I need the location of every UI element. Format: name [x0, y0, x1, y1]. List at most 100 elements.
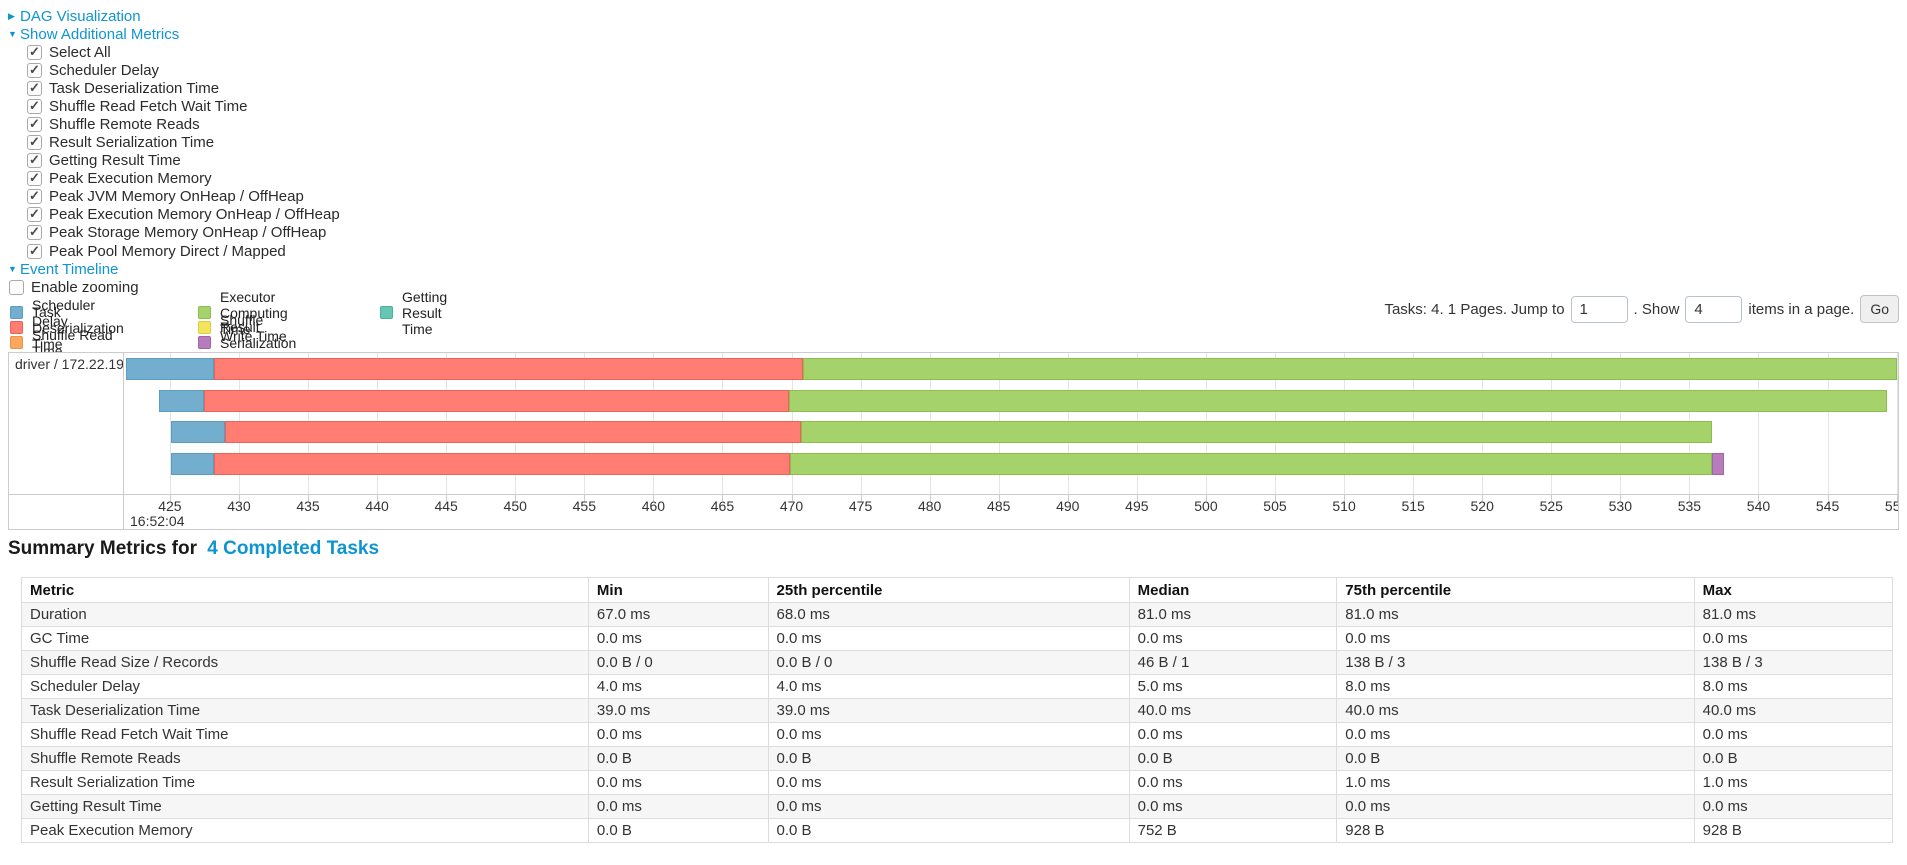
jump-to-page-input[interactable] [1570, 295, 1628, 323]
metric-checkbox-row: Getting Result Time [27, 152, 340, 170]
metric-value-cell: 0.0 ms [587, 722, 769, 747]
legend-column: Getting Result Time [380, 289, 447, 337]
table-header-cell: Metric [21, 577, 589, 603]
items-per-page-input[interactable] [1685, 295, 1743, 323]
timeline-bar-segment-scheduler_delay[interactable] [125, 358, 215, 380]
axis-tick-mark [308, 495, 310, 501]
metric-checkbox-row: Result Serialization Time [27, 133, 340, 151]
timeline-bar-segment-result_serialization[interactable] [1711, 453, 1724, 476]
table-header-cell: 75th percentile [1336, 577, 1695, 603]
axis-tick-mark [1205, 495, 1207, 501]
legend-item: Getting Result Time [380, 289, 447, 337]
metric-name-cell: Getting Result Time [21, 794, 589, 819]
metric-value-cell: 46 B / 1 [1128, 650, 1338, 675]
metric-value-cell: 0.0 ms [1128, 626, 1338, 651]
legend-item: Shuffle Write Time [198, 312, 296, 344]
metric-name-cell: Shuffle Read Fetch Wait Time [21, 722, 589, 747]
event-timeline-toggle[interactable]: ▼ Event Timeline [8, 260, 340, 278]
enable-zooming-checkbox[interactable] [9, 279, 24, 295]
metric-value-cell: 0.0 ms [587, 794, 769, 819]
tasks-summary-text: Tasks: 4. 1 Pages. Jump to [1384, 300, 1565, 318]
axis-time-label: 16:52:04 [130, 513, 185, 529]
metric-checkbox[interactable] [27, 206, 42, 223]
metric-checkbox[interactable] [27, 170, 42, 187]
metric-name-cell: Result Serialization Time [21, 770, 589, 795]
metric-value-cell: 0.0 B [767, 746, 1130, 771]
metric-checkbox[interactable] [27, 188, 42, 205]
executor-row-label: driver / 172.22.198.104 [15, 356, 123, 372]
axis-tick-label: 510 [1332, 498, 1356, 514]
metric-value-cell: 0.0 B [587, 746, 769, 771]
metric-checkbox[interactable] [27, 152, 42, 169]
axis-tick-mark [1482, 495, 1484, 501]
metric-checkbox-row: Scheduler Delay [27, 61, 340, 79]
completed-tasks-link[interactable]: 4 Completed Tasks [207, 538, 380, 559]
timeline-bar-segment-scheduler_delay[interactable] [171, 421, 226, 444]
metric-checkbox[interactable] [27, 80, 42, 96]
metric-name-cell: Shuffle Read Size / Records [21, 650, 589, 675]
metric-checkbox[interactable] [27, 134, 42, 151]
axis-tick-mark [791, 495, 793, 501]
timeline-bar-segment-task_deserialization[interactable] [214, 358, 803, 380]
metric-value-cell: 0.0 B [1128, 746, 1338, 771]
task-pagination: Tasks: 4. 1 Pages. Jump to . Show items … [1384, 294, 1899, 324]
table-row: Peak Execution Memory 0.0 B 0.0 B 752 B 928 … [21, 818, 1894, 843]
metric-value-cell: 1.0 ms [1693, 770, 1894, 795]
timeline-bar-segment-scheduler_delay[interactable] [158, 389, 205, 412]
metric-checkbox[interactable] [27, 44, 42, 60]
table-row: Result Serialization Time 0.0 ms 0.0 ms 0.0… [21, 770, 1894, 795]
metric-value-cell: 0.0 B / 0 [767, 650, 1130, 675]
axis-tick-label: 535 [1677, 498, 1702, 514]
legend-item: Shuffle Read Time [10, 327, 124, 359]
metric-value-cell: 68.0 ms [767, 602, 1130, 627]
metric-checkbox[interactable] [27, 243, 42, 259]
metric-checkbox-row: Task Deserialization Time [27, 79, 340, 97]
collapsed-arrow-icon: ▶ [8, 10, 15, 21]
timeline-bar-segment-task_deserialization[interactable] [225, 421, 802, 444]
timeline-bar-segment-scheduler_delay[interactable] [171, 453, 215, 476]
scheduler_delay-legend-swatch [10, 306, 23, 320]
metric-value-cell: 0.0 ms [767, 722, 1130, 747]
legend-item-label: Result Serialization Time [220, 318, 297, 367]
axis-tick-mark [169, 495, 171, 501]
metric-checkbox-label: Select All [49, 43, 111, 61]
timeline-bar-segment-executor_computing[interactable] [790, 453, 1712, 476]
metric-checkbox-label: Shuffle Read Fetch Wait Time [49, 97, 248, 115]
metric-value-cell: 0.0 ms [1693, 626, 1894, 651]
timeline-bar-segment-task_deserialization[interactable] [214, 453, 791, 476]
gridline [1827, 353, 1829, 494]
legend-column: Executor Computing Time Shuffle Write Tim… [198, 289, 296, 367]
legend-item-label: Executor Computing Time [220, 288, 288, 337]
legend-column: Scheduler Delay Task Deserialization Time… [10, 297, 124, 359]
metric-checkbox-row: Shuffle Read Fetch Wait Time [27, 97, 340, 115]
table-header-row: Metric Min 25th percentile Median 75th perce… [21, 577, 1894, 603]
metric-checkbox[interactable] [27, 98, 42, 114]
timeline-bar-segment-executor_computing[interactable] [802, 358, 1897, 380]
table-row: Scheduler Delay 4.0 ms 4.0 ms 5.0 ms 8.0 ms 8… [21, 674, 1894, 699]
metric-checkbox-row: Peak Execution Memory [27, 170, 340, 188]
timeline-bar-segment-executor_computing[interactable] [788, 389, 1887, 412]
timeline-bar-segment-task_deserialization[interactable] [204, 389, 789, 412]
axis-tick-label: 490 [1056, 498, 1080, 514]
metric-value-cell: 0.0 ms [587, 770, 769, 795]
table-row: Task Deserialization Time 39.0 ms 39.0 ms 4… [21, 698, 1894, 723]
enable-zooming-label: Enable zooming [31, 278, 139, 296]
metric-checkbox[interactable] [27, 116, 42, 132]
axis-tick-label: 435 [296, 498, 320, 514]
gridline [169, 353, 171, 494]
metric-checkbox-label: Peak Execution Memory OnHeap / OffHeap [49, 206, 340, 224]
metric-value-cell: 0.0 ms [1128, 794, 1338, 819]
show-additional-metrics-toggle[interactable]: ▼ Show Additional Metrics [8, 25, 340, 43]
metric-checkbox-label: Result Serialization Time [49, 134, 215, 152]
timeline-bar-segment-executor_computing[interactable] [801, 421, 1712, 444]
go-button[interactable]: Go [1860, 295, 1899, 323]
dag-visualization-toggle[interactable]: ▶ DAG Visualization [8, 7, 340, 25]
metric-checkbox-row: Select All [27, 43, 340, 61]
metric-checkbox[interactable] [27, 224, 42, 241]
metric-value-cell: 0.0 B [587, 818, 769, 843]
metric-checkbox[interactable] [27, 62, 42, 78]
metric-checkbox-label: Scheduler Delay [49, 61, 160, 79]
table-row: Shuffle Remote Reads 0.0 B 0.0 B 0.0 B 0.0 B… [21, 746, 1894, 771]
metric-name-cell: Shuffle Remote Reads [21, 746, 589, 771]
metric-value-cell: 0.0 ms [767, 626, 1130, 651]
